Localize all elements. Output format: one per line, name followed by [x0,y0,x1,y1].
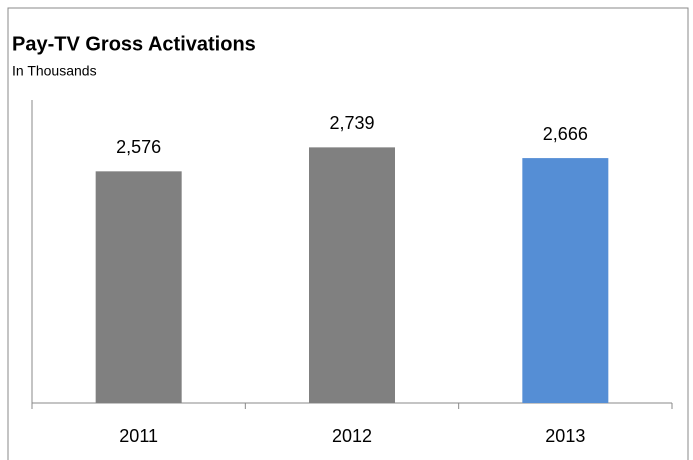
data-label: 2,666 [543,124,588,144]
data-label: 2,576 [116,137,161,157]
x-tick-label: 2011 [119,426,158,446]
x-tick-label: 2012 [332,426,372,446]
chart-subtitle: In Thousands [12,63,97,79]
bar [309,147,395,403]
chart-title: Pay-TV Gross Activations [12,33,256,55]
bar [522,158,609,403]
bar [95,171,182,403]
x-tick-label: 2013 [545,426,585,446]
data-label: 2,739 [329,113,374,133]
chart-border [7,7,689,460]
